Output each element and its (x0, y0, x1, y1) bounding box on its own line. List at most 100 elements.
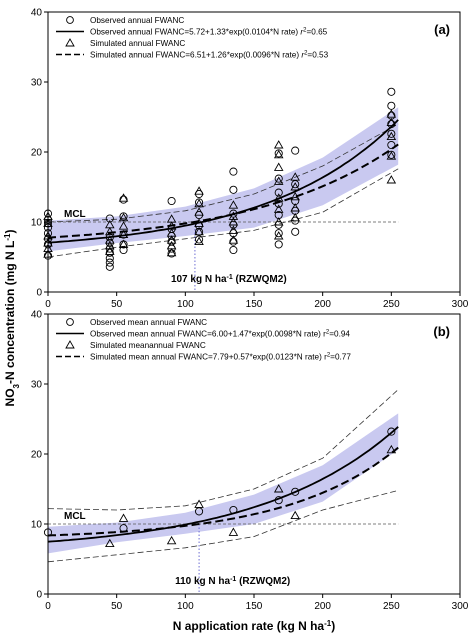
panel-a-y-tick-label-30: 30 (31, 78, 43, 89)
panel-b-y-tick-label-0: 0 (36, 590, 42, 601)
panel-a-simulated-point-41 (290, 212, 300, 222)
panel-a-y-tick-label-40: 40 (31, 8, 43, 19)
panel-b-observed-fit-line (47, 426, 399, 543)
panel-b-legend-label-3: Simulated mean annual FWANC=7.79+0.57*ex… (90, 353, 351, 362)
panel-a-simulated-point-10 (105, 219, 115, 229)
panel-a-legend-label-2: Simulated annual FWANC (90, 39, 185, 48)
panel-a-simulated-point-27 (194, 186, 204, 195)
y-axis-label-rest: -N concentration (mg N L (3, 241, 17, 384)
panel-a-x-tick-label-250: 250 (383, 299, 400, 310)
panel-a-observed-point-15 (105, 214, 114, 223)
panel-a-band-area (48, 107, 399, 252)
panel-b-x-tick-label-100: 100 (177, 601, 194, 612)
panel-b-simulated-point-4 (228, 527, 239, 536)
panel-a-simulated-point-42 (290, 203, 300, 212)
panel-a-simulated-point-6 (105, 246, 115, 255)
panel-a-simulated-point-45 (290, 172, 300, 181)
panel-b-observed-point-5 (291, 487, 300, 496)
panel-a-simulated-point-30 (228, 217, 239, 226)
panel-a-simulated-point-21 (166, 214, 177, 223)
panel-a-simulated-point-8 (105, 235, 115, 244)
panel-b-threshold-main: 110 kg N ha (175, 576, 230, 587)
panel-a-legend-text-0: Observed annual FWANC (90, 16, 184, 25)
panel-a-simulated-point-36 (273, 193, 284, 202)
panel-a-legend-label-1: Observed annual FWANC=5.72+1.33*exp(0.01… (90, 28, 328, 37)
panel-a: 0 50 100 150 200 250 300 0 10 20 30 40 Observed ann… (31, 8, 469, 311)
panel-b-observed-point-1 (119, 524, 128, 533)
panel-a-observed-point-46 (274, 174, 283, 183)
panel-b-legend-r2-exp-3: 2 (327, 353, 331, 359)
panel-b-x-tick-label-150: 150 (246, 601, 263, 612)
panel-a-observed-point-41 (274, 229, 283, 238)
panel-b-points (43, 427, 397, 548)
panel-a-outer-upper-line (47, 123, 399, 223)
panel-b-label: (b) (433, 324, 450, 339)
panel-a-legend-text-1: Observed annual FWANC=5.72+1.33*exp(0.01… (90, 28, 300, 37)
panel-a-threshold-end: (RZWQM2) (233, 274, 287, 285)
panel-a-simulated-point-9 (105, 226, 115, 236)
x-axis-label: N application rate (kg N ha-1) (173, 619, 335, 634)
panel-a-simulated-point-47 (386, 151, 397, 160)
panel-a-legend-text-2: Simulated annual FWANC (90, 39, 185, 48)
panel-b-threshold-sup: -1 (230, 576, 236, 583)
panel-a-legend-circle-symbol (66, 16, 74, 24)
panel-a-legend-r2-value-3: =0.53 (307, 51, 328, 60)
panel-a-observed-point-47 (274, 149, 283, 158)
panel-b-observed-point-3 (229, 505, 238, 515)
panel-a-observed-point-40 (274, 240, 283, 249)
panel-a-simulated-point-17 (166, 240, 177, 250)
panel-a-observed-point-54 (387, 150, 396, 159)
panel-a-simulated-point-49 (386, 117, 397, 127)
panel-b-simulated-point-0 (105, 538, 115, 548)
panel-a-simulated-point-46 (386, 175, 397, 184)
panel-b-simulated-point-2 (166, 535, 177, 545)
panel-a-observed-point-27 (195, 235, 204, 244)
panel-a-observed-point-48 (291, 227, 300, 236)
y-axis-label-main: NO (3, 388, 17, 406)
panel-a-x-tick-label-0: 0 (45, 299, 51, 310)
panel-a-observed-point-26 (167, 196, 176, 206)
panel-a-axes: 0 50 100 150 200 250 300 0 10 20 30 40 (31, 8, 469, 311)
panel-b-simulated-point-6 (290, 510, 300, 520)
panel-a-simulated-point-20 (166, 221, 177, 230)
panel-a-simulated-point-12 (118, 229, 129, 239)
panel-a-simulated-point-25 (194, 207, 204, 216)
panel-a-simulated-point-32 (228, 200, 239, 209)
x-axis-label-main: N application rate (kg N ha (173, 619, 325, 633)
panel-a-simulated-point-18 (166, 235, 177, 244)
panel-a-simulated-point-28 (228, 235, 239, 244)
panel-b: 0 50 100 150 200 250 300 0 10 20 30 40 Observed mea… (31, 310, 469, 613)
panel-a-simulated-point-7 (105, 240, 115, 250)
panel-a-simulated-point-40 (273, 140, 284, 149)
panel-a-simulated-point-37 (273, 176, 284, 185)
panel-a-simulated-point-16 (166, 247, 177, 257)
panel-b-mcl-label: MCL (64, 511, 86, 522)
panel-b-y-tick-label-20: 20 (31, 450, 43, 461)
panel-a-y-tick-label-20: 20 (31, 148, 43, 159)
panel-a-observed-point-45 (274, 188, 283, 197)
y-axis-label-sub: 3 (12, 383, 21, 388)
panel-a-x-tick-label-50: 50 (111, 299, 123, 310)
panel-b-y-tick-label-10: 10 (31, 520, 43, 531)
panel-b-legend-text-2: Simulated meanannual FWANC (90, 341, 206, 350)
panel-b-simulated-point-5 (273, 484, 284, 493)
panel-a-x-tick-label-100: 100 (177, 299, 194, 310)
panel-a-simulated-point-34 (273, 217, 284, 226)
panel-b-x-tick-label-250: 250 (383, 601, 400, 612)
panel-b-simulated-point-1 (118, 513, 129, 522)
panel-b-legend-label-0: Observed mean annual FWANC (90, 318, 207, 327)
panel-a-observed-point-56 (387, 129, 396, 138)
panel-a-outer-lower-line (47, 168, 399, 258)
panel-a-simulated-point-24 (194, 218, 204, 227)
panel-a-threshold-label: 107 kg N ha-1 (RZWQM2) (171, 274, 287, 286)
y-axis-label-sup: -1 (3, 233, 12, 241)
panel-b-legend: Observed mean annual FWANC Observed mean … (56, 318, 351, 362)
panel-a-observed-point-53 (291, 146, 300, 155)
x-axis-label-sup: -1 (324, 619, 332, 628)
panel-a-y-tick-label-0: 0 (36, 288, 42, 299)
panel-a-simulated-point-14 (118, 212, 129, 222)
panel-a-simulated-point-23 (194, 226, 204, 236)
panel-a-observed-point-16 (119, 245, 128, 255)
panel-b-legend-label-1: Observed mean annual FWANC=6.00+1.47*exp… (90, 330, 350, 339)
